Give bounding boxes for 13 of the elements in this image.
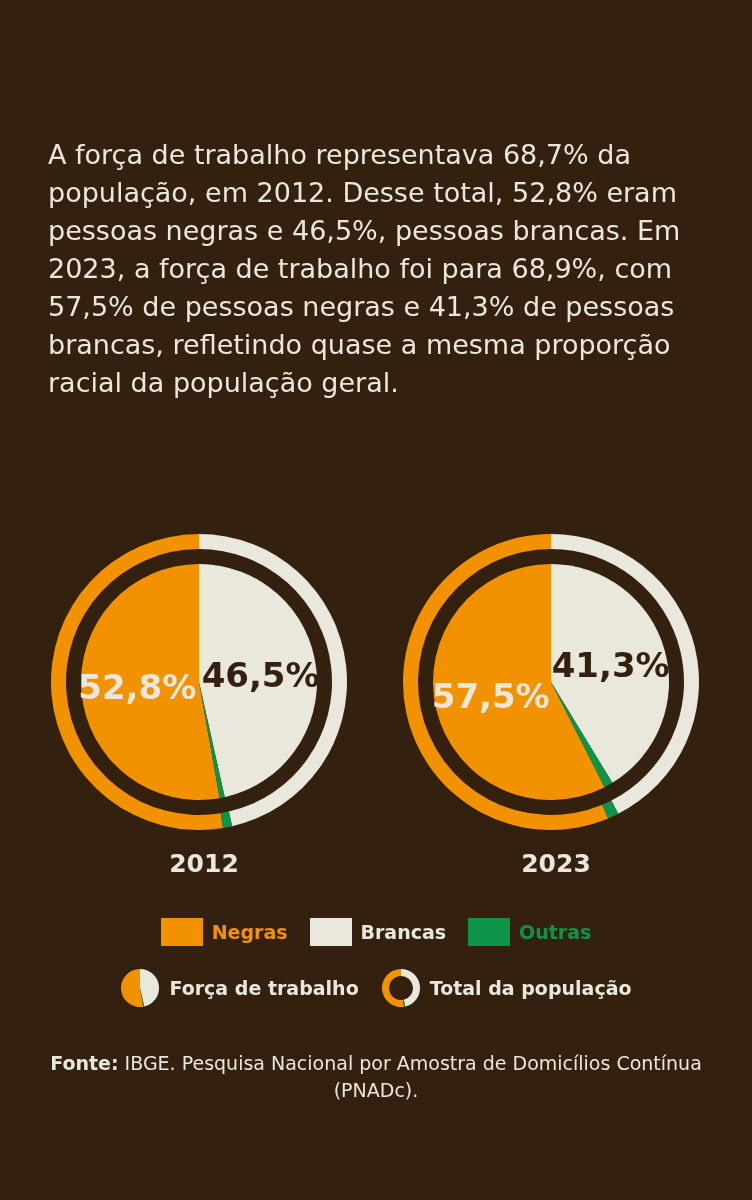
legend-label: Força de trabalho — [169, 977, 359, 999]
data-label: 46,5% — [201, 655, 320, 696]
legend-label: Negras — [211, 921, 288, 943]
legend-label: Outras — [519, 921, 592, 943]
data-label: 41,3% — [551, 645, 670, 686]
text: A força de trabalho representava 68,7% da população, em 2012. Desse total, 52,8% eram pessoas negras e 46,5%, pessoas brancas. Em 2023, a força de trabalho foi para 68,9%, com 57,5% de pessoas negras e 41,3% de pessoas brancas, refletindo quase a mesma proporção racial da população geral. — [48, 138, 682, 400]
data-label: 52,8% — [78, 667, 197, 708]
legend-label: Total da população — [429, 977, 632, 999]
text: 2023 — [521, 849, 591, 878]
data-label: 57,5% — [431, 676, 550, 717]
source-note: Fonte: IBGE. Pesquisa Nacional por Amostra de Domicílios Contínua (PNADc). — [49, 1051, 703, 1103]
text: 2012 — [169, 849, 239, 878]
legend-label: Brancas — [360, 921, 447, 943]
